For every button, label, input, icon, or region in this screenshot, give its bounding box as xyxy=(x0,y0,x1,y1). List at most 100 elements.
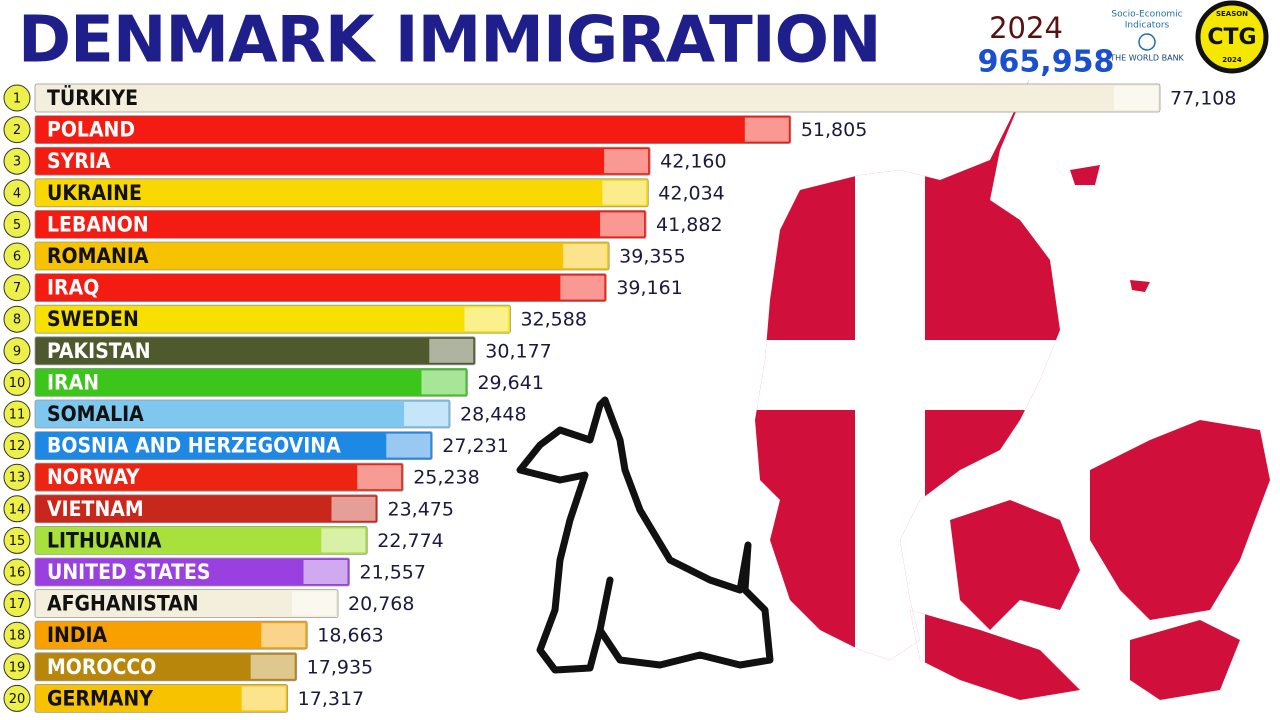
bar xyxy=(34,304,511,334)
rank: 13 xyxy=(9,471,26,486)
source-line: Indicators xyxy=(1125,21,1170,31)
value-label: 32,588 xyxy=(520,309,586,331)
category-label: AFGHANISTAN xyxy=(47,592,199,616)
rank: 12 xyxy=(9,439,26,454)
rank-badge xyxy=(3,558,31,586)
rank: 18 xyxy=(9,629,26,644)
rank: 11 xyxy=(9,408,26,423)
bar xyxy=(34,178,649,208)
rank-badge xyxy=(3,495,31,523)
value-label: 17,935 xyxy=(307,656,373,678)
flag xyxy=(604,149,649,174)
bar xyxy=(34,146,651,176)
category-label: IRAN xyxy=(47,370,99,394)
flag xyxy=(261,623,306,648)
rank: 2 xyxy=(13,123,21,138)
flag xyxy=(600,212,645,237)
rank-badge xyxy=(3,147,31,175)
rank-badge xyxy=(3,432,31,460)
category-label: SOMALIA xyxy=(47,402,144,426)
rank: 7 xyxy=(13,281,21,296)
category-label: INDIA xyxy=(47,623,108,647)
category-label: PAKISTAN xyxy=(47,339,151,363)
rank-badge xyxy=(3,337,31,365)
flag xyxy=(429,338,474,363)
category-label: SYRIA xyxy=(47,149,111,173)
rank: 6 xyxy=(13,250,21,265)
category-label: VIETNAM xyxy=(47,497,144,521)
bar xyxy=(34,336,476,366)
category-label: NORWAY xyxy=(47,465,140,489)
rank-badge xyxy=(3,684,31,712)
dog-decoration xyxy=(516,396,774,674)
rank: 8 xyxy=(13,313,21,328)
bar xyxy=(34,209,647,239)
rank-badge xyxy=(3,463,31,491)
value-label: 25,238 xyxy=(413,467,479,489)
badge xyxy=(1195,0,1269,74)
bar xyxy=(34,557,350,587)
value-label: 18,663 xyxy=(317,625,383,647)
rank: 17 xyxy=(9,597,26,612)
flag xyxy=(241,686,286,711)
flag xyxy=(303,560,348,584)
category-label: MOROCCO xyxy=(47,655,156,679)
bar xyxy=(34,83,1161,113)
category-label: ROMANIA xyxy=(47,244,149,268)
value-label: 77,108 xyxy=(1170,88,1236,110)
bar xyxy=(34,526,368,555)
category-label: LEBANON xyxy=(47,212,149,236)
rank: 20 xyxy=(9,692,26,707)
source-line: Socio-Economic xyxy=(1111,10,1182,20)
value-label: 21,557 xyxy=(360,562,426,584)
flag xyxy=(744,117,789,142)
flag xyxy=(421,370,466,395)
bar xyxy=(34,652,298,682)
rank-badge xyxy=(3,305,31,333)
bar xyxy=(34,684,289,713)
flag xyxy=(602,180,647,205)
rank: 10 xyxy=(9,376,26,391)
value-label: 41,882 xyxy=(656,214,722,236)
chart-title: DENMARK IMMIGRATION xyxy=(18,4,881,78)
bar xyxy=(34,620,308,650)
bar xyxy=(34,273,607,303)
rank-badge xyxy=(3,84,31,112)
bar xyxy=(34,494,378,524)
rank: 16 xyxy=(9,566,26,581)
flag xyxy=(464,307,509,332)
rank: 19 xyxy=(9,660,26,675)
value-label: 42,034 xyxy=(658,182,724,204)
rank-badge xyxy=(3,621,31,649)
value-label: 20,768 xyxy=(348,593,414,615)
bar xyxy=(34,115,792,144)
category-label: POLAND xyxy=(47,118,135,142)
value-label: 29,641 xyxy=(477,372,543,394)
bar xyxy=(34,367,468,397)
flag xyxy=(1114,86,1158,110)
flag xyxy=(386,433,431,458)
flag xyxy=(404,402,449,426)
value-label: 27,231 xyxy=(442,435,508,457)
category-label: IRAQ xyxy=(47,276,99,300)
flag xyxy=(292,591,337,616)
rank: 3 xyxy=(13,155,21,170)
rank: 15 xyxy=(9,534,26,549)
value-label: 39,355 xyxy=(619,246,685,268)
rank-badge xyxy=(3,400,31,428)
category-label: SWEDEN xyxy=(47,307,139,331)
rank-badge xyxy=(3,274,31,302)
badge-text: 2024 xyxy=(1222,56,1242,64)
year: 2024 xyxy=(989,11,1063,45)
rank-badge xyxy=(3,590,31,618)
bar xyxy=(34,431,433,461)
rank-badge xyxy=(3,179,31,207)
rank: 14 xyxy=(9,502,26,517)
bar xyxy=(34,241,610,271)
rank-badge xyxy=(3,242,31,270)
rank-badge xyxy=(3,526,31,554)
bar xyxy=(34,399,451,429)
value-label: 42,160 xyxy=(660,151,726,173)
value-label: 30,177 xyxy=(485,340,551,362)
